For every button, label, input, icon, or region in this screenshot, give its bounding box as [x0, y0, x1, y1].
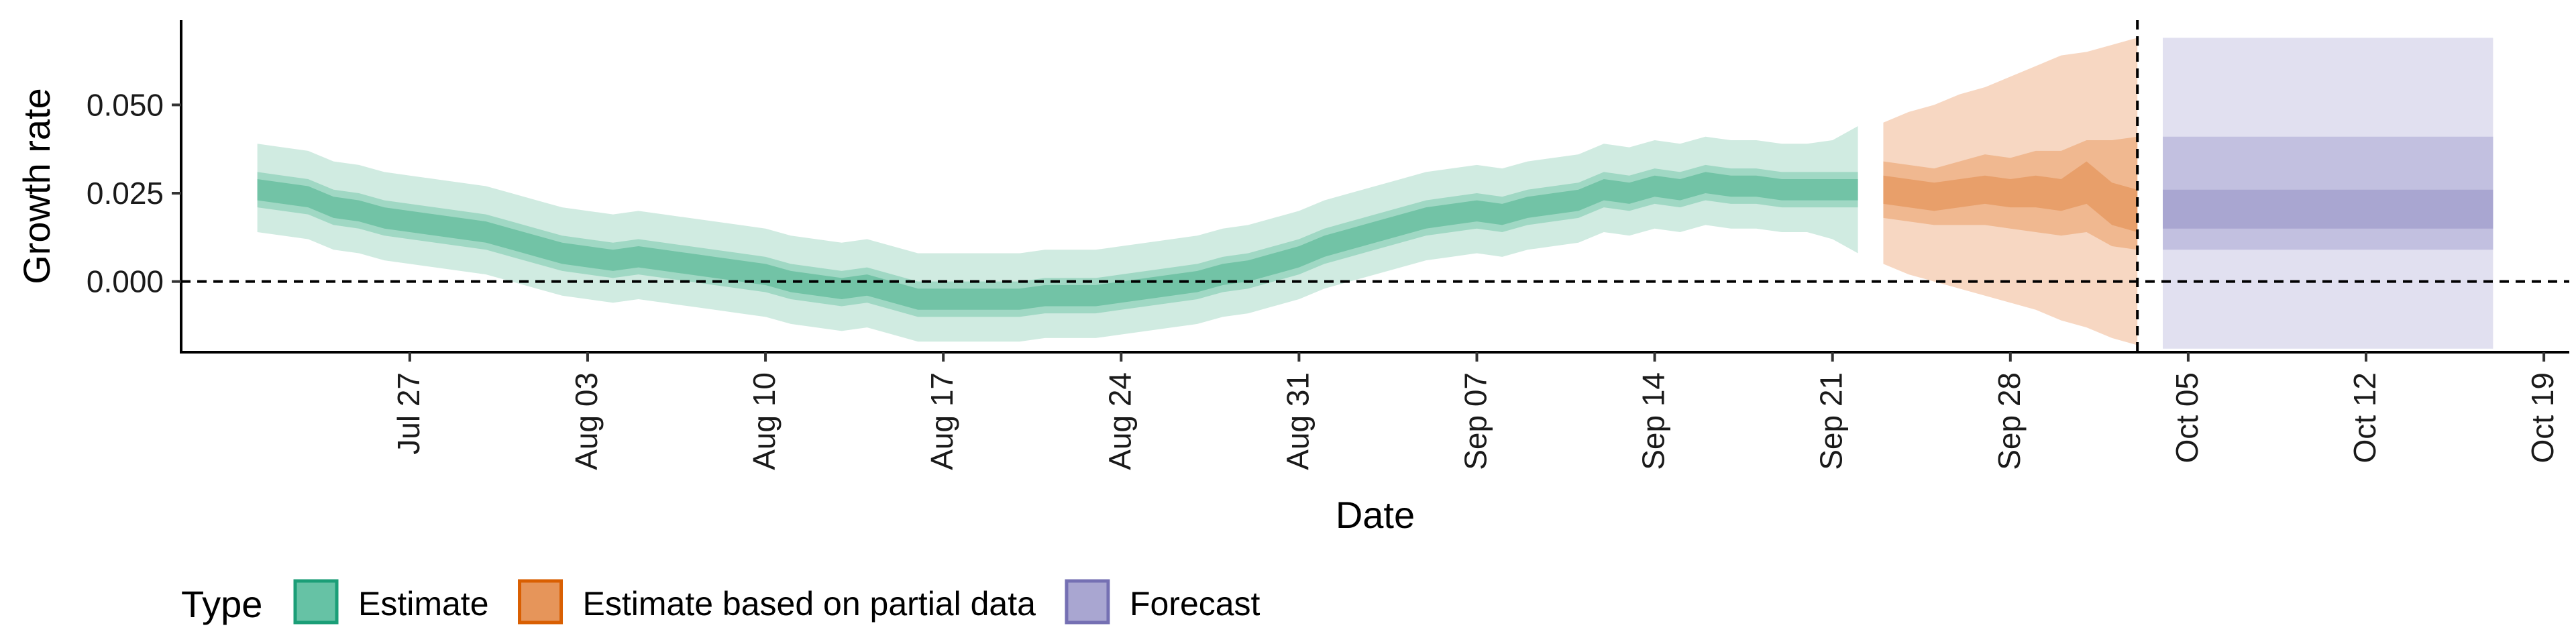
x-tick-label: Oct 12 [2347, 372, 2382, 464]
x-tick-label: Oct 05 [2169, 372, 2204, 464]
reference-lines [181, 20, 2569, 352]
estimate-based-on-partial-data-band-inner [1883, 161, 2138, 232]
axes [180, 20, 2569, 354]
x-tick-label: Aug 24 [1102, 372, 1137, 470]
tick-layer: 0.000 0.025 0.050 Jul 27 Aug 03 Aug 10 Aug 17 A… [87, 87, 2560, 470]
estimate-band-outer [257, 125, 1858, 342]
y-tick-label: 0.000 [87, 264, 164, 299]
y-axis-title: Growth rate [15, 88, 58, 284]
x-tick-label: Aug 31 [1280, 372, 1315, 470]
x-tick-label: Aug 03 [569, 372, 604, 470]
legend-swatch-estimate [293, 579, 339, 625]
x-tick-label: Sep 21 [1814, 372, 1849, 470]
legend-label-estimate-based-on-partial-data: Estimate based on partial data [583, 585, 1036, 623]
legend: Type Estimate Estimate based on partial d… [181, 579, 1260, 625]
x-axis-title: Date [1336, 494, 1415, 536]
legend-swatch-estimate-based-on-partial-data [518, 579, 564, 625]
legend-swatch-forecast [1065, 579, 1110, 625]
estimate-band-inner [257, 172, 1858, 310]
y-tick-label: 0.050 [87, 87, 164, 122]
legend-label-estimate: Estimate [358, 585, 489, 623]
legend-title: Type [181, 583, 262, 625]
x-tick-label: Sep 07 [1458, 372, 1493, 470]
y-tick-label: 0.025 [87, 176, 164, 211]
x-tick-label: Aug 17 [924, 372, 959, 470]
x-tick-label: Jul 27 [391, 372, 426, 455]
x-tick-label: Sep 28 [1992, 372, 2027, 470]
x-tick-label: Sep 14 [1636, 372, 1671, 470]
ribbon-layer [257, 38, 2493, 349]
x-tick-label: Aug 10 [747, 372, 782, 470]
x-tick-label: Oct 19 [2525, 372, 2560, 464]
forecast-band-inner [2163, 189, 2493, 229]
legend-label-forecast: Forecast [1130, 585, 1260, 623]
